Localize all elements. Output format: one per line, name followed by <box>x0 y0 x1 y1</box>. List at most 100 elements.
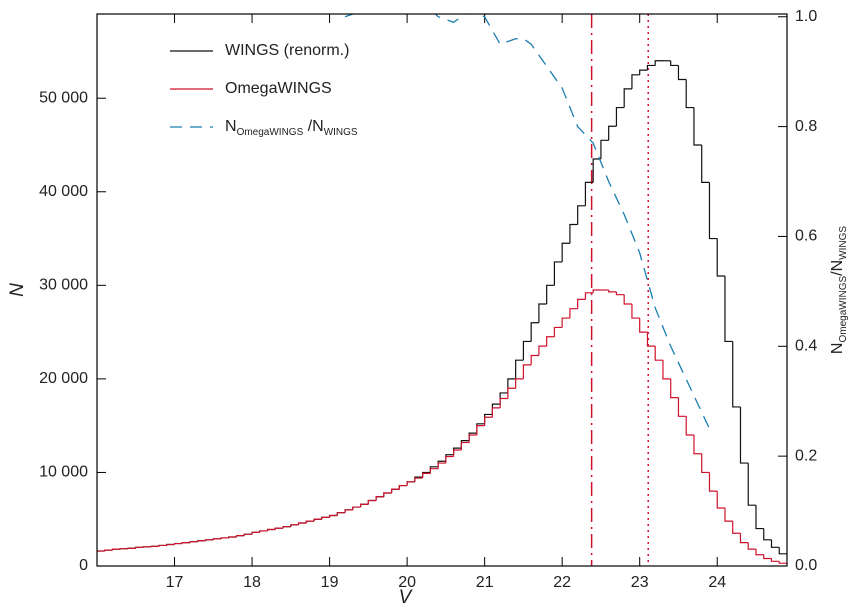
y2-tick-label: 0.8 <box>795 118 817 135</box>
histogram-step <box>274 527 284 530</box>
x-tick-label: 21 <box>476 574 494 591</box>
histogram-step <box>615 106 625 127</box>
histogram-step <box>437 460 446 467</box>
histogram-step <box>739 406 749 464</box>
histogram-step <box>328 514 338 518</box>
legend-label: OmegaWINGS <box>225 80 332 97</box>
x-tick-label: 19 <box>321 574 339 591</box>
histogram-step <box>654 346 663 361</box>
histogram-step <box>615 291 625 296</box>
histogram-step <box>507 378 516 393</box>
histogram-step <box>716 491 725 509</box>
histogram-step <box>445 454 454 462</box>
histogram-step <box>739 533 749 544</box>
histogram-step <box>584 181 594 206</box>
histogram-step <box>158 544 167 547</box>
histogram-step <box>437 462 446 469</box>
plot-area <box>97 14 787 566</box>
histogram-step <box>352 506 361 510</box>
histogram-step <box>484 416 493 426</box>
histogram-step <box>553 261 563 286</box>
histogram-step <box>631 74 640 89</box>
y-tick-label: 0 <box>79 557 88 574</box>
histogram-step <box>584 292 594 300</box>
histogram-step <box>600 139 609 160</box>
histogram-step <box>383 492 392 497</box>
histogram-step <box>670 60 679 67</box>
histogram-step <box>763 528 772 541</box>
histogram-step <box>732 521 741 534</box>
histogram-step <box>212 538 222 540</box>
histogram-step <box>685 79 694 109</box>
legend-label-part: WINGS <box>324 127 358 138</box>
histogram-step <box>646 64 656 71</box>
histogram-step <box>639 318 648 333</box>
histogram-step <box>778 547 787 555</box>
y-tick-label: 20 000 <box>39 370 88 387</box>
histogram-step <box>724 507 733 522</box>
histogram-step <box>546 284 555 305</box>
histogram-step <box>135 546 144 549</box>
histogram-step <box>460 440 470 449</box>
y-tick-label: 40 000 <box>39 183 88 200</box>
histogram-step <box>266 528 276 531</box>
histogram-step <box>445 455 454 464</box>
histogram-step <box>197 540 206 542</box>
histogram-step <box>468 432 477 441</box>
y2-axis-label-part: OmegaWINGS <box>838 275 849 342</box>
histogram-step <box>297 522 307 525</box>
histogram-step <box>569 308 578 319</box>
histogram-step <box>569 223 578 244</box>
histogram-step <box>770 539 780 548</box>
histogram-step <box>235 534 245 537</box>
y2-axis-label-part: /N <box>829 260 846 276</box>
x-axis-label: V <box>399 587 414 606</box>
histogram-step <box>321 516 330 520</box>
histogram-step <box>530 354 539 365</box>
histogram-step <box>747 542 756 550</box>
histogram-step <box>755 549 764 556</box>
histogram-step <box>623 294 632 305</box>
legend-label-part: /N <box>303 118 323 135</box>
histogram-step <box>422 472 431 479</box>
histogram-step <box>398 484 408 490</box>
histogram-step <box>173 542 183 545</box>
histogram-step <box>538 345 547 356</box>
plot-frame <box>96 13 788 567</box>
histogram-step <box>406 481 415 486</box>
histogram-step <box>553 326 563 337</box>
histogram-step <box>755 505 764 530</box>
legend-label: WINGS (renorm.) <box>225 42 349 59</box>
histogram-step <box>453 447 462 455</box>
histogram-step <box>716 238 725 277</box>
histogram-step <box>608 125 617 141</box>
histogram-step <box>367 499 377 505</box>
histogram-step <box>181 542 191 544</box>
y-tick-label: 10 000 <box>39 464 88 481</box>
histogram-step <box>259 530 268 533</box>
histogram-step <box>732 341 741 408</box>
legend-label-part: N <box>225 118 237 135</box>
y-tick-label: 50 000 <box>39 89 88 106</box>
histogram-step <box>243 533 253 536</box>
histogram-step <box>608 290 617 293</box>
histogram-step <box>468 434 477 443</box>
histogram-step <box>491 407 501 418</box>
histogram-step <box>592 289 601 293</box>
histogram-step <box>499 397 508 408</box>
histogram-step <box>677 397 687 417</box>
histogram-step <box>515 378 524 389</box>
histogram-step <box>670 378 679 399</box>
ratio-line <box>344 14 711 429</box>
histogram-step <box>484 413 493 424</box>
histogram-step <box>429 468 439 474</box>
histogram-step <box>344 509 353 513</box>
histogram-step <box>639 69 648 75</box>
histogram-step <box>747 463 756 506</box>
y-tick-label: 30 000 <box>39 277 88 294</box>
histogram-step <box>522 364 532 379</box>
histogram-step <box>577 298 586 309</box>
histogram-step <box>313 518 322 522</box>
histogram-step <box>282 526 291 529</box>
